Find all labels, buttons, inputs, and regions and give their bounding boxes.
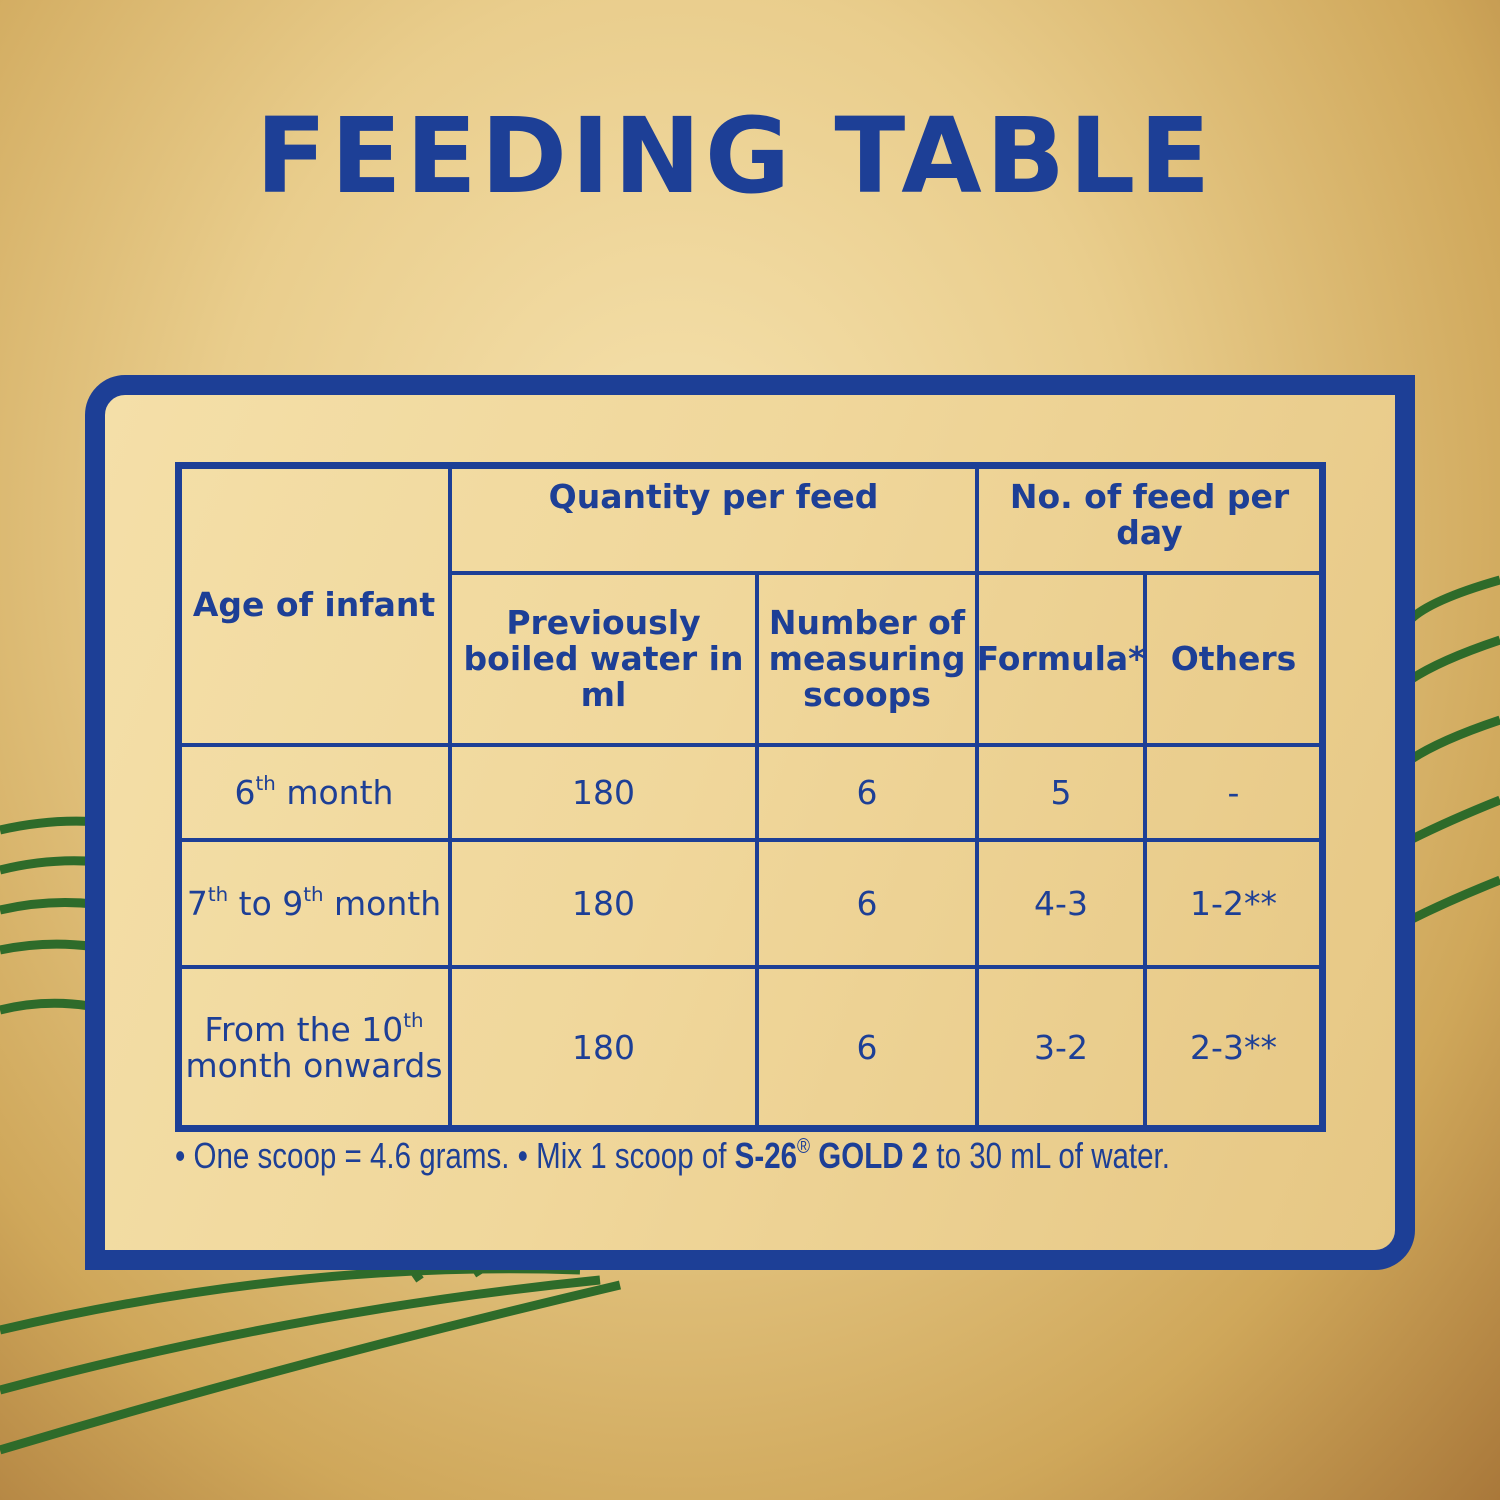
table-line (975, 463, 979, 1130)
header-cell: Quantity per feed (548, 477, 879, 516)
table-line (755, 571, 759, 1130)
age-cell: From the 10th month onwards (182, 971, 446, 1124)
scoops-cell: 6 (856, 883, 878, 923)
text-part: to 9 (228, 883, 304, 923)
text-part: • One scoop = 4.6 grams. • Mix 1 scoop o… (175, 1135, 735, 1176)
table-line (1143, 571, 1147, 1130)
table-line (1318, 461, 1326, 1132)
table-line (176, 965, 1324, 969)
table-line (176, 838, 1324, 842)
header-cell: Others (1170, 639, 1297, 678)
header-cell: No. of feed per day (1009, 477, 1290, 552)
footnote: • One scoop = 4.6 grams. • Mix 1 scoop o… (175, 1135, 1170, 1177)
text-part: GOLD 2 (810, 1135, 929, 1176)
header-cell: Number of measuring scoops (768, 603, 966, 714)
text-part: month onwards (185, 1045, 443, 1085)
table-line (174, 1124, 1326, 1132)
text-part: From the 10 (204, 1009, 404, 1049)
title: FEEDING TABLE (255, 95, 1215, 217)
scoops-cell: 6 (856, 772, 878, 812)
others-cell: 1-2** (1190, 883, 1277, 923)
table-line (448, 571, 1324, 575)
table-line (448, 463, 452, 1130)
age-text: 6th month (234, 771, 394, 812)
text-part: S-26 (734, 1135, 798, 1176)
superscript: th (303, 882, 324, 906)
age-cell: 7th to 9th month (182, 844, 446, 963)
scoops-cell: 6 (856, 1027, 878, 1067)
superscript: th (403, 1008, 424, 1032)
age-text: 7th to 9th month (186, 882, 442, 923)
text-part: to 30 mL of water. (928, 1135, 1170, 1176)
formula-cell: 4-3 (1034, 883, 1088, 923)
water-cell: 180 (572, 883, 635, 923)
others-cell: 2-3** (1190, 1027, 1277, 1067)
superscript: th (207, 882, 229, 906)
header-cell: Previously boiled water in ml (463, 603, 744, 714)
age-text: From the 10th month onwards (182, 1008, 446, 1085)
others-cell: - (1227, 772, 1240, 812)
table-line (174, 461, 182, 1132)
header-cell: Age of infant (192, 585, 436, 624)
text-part: month (323, 883, 442, 923)
header-cell: Formula* (976, 639, 1146, 678)
superscript: th (255, 771, 276, 795)
table-line (174, 461, 1326, 469)
superscript: ® (797, 1132, 811, 1158)
water-cell: 180 (572, 1027, 635, 1067)
frame (85, 375, 1415, 1270)
text-part: 7 (186, 883, 208, 923)
water-cell: 180 (572, 772, 635, 812)
formula-cell: 3-2 (1034, 1027, 1088, 1067)
table-line (176, 743, 1324, 747)
text-part: 6 (234, 772, 256, 812)
formula-cell: 5 (1050, 772, 1072, 812)
text-part: month (275, 772, 394, 812)
age-cell: 6th month (182, 749, 446, 836)
